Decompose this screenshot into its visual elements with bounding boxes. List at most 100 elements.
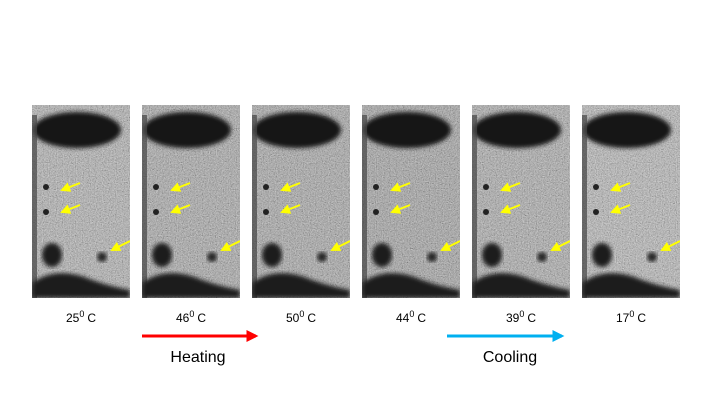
temperature-label: 460 C bbox=[176, 309, 206, 325]
image bbox=[582, 105, 680, 298]
dark-region bbox=[473, 112, 561, 148]
dark-spot bbox=[427, 252, 437, 262]
dark-spot bbox=[43, 184, 49, 190]
dark-region bbox=[253, 112, 341, 148]
image-panel: 390 C bbox=[472, 105, 570, 325]
dark-region bbox=[583, 112, 671, 148]
temperature-value: 17 bbox=[616, 311, 630, 325]
dark-blob bbox=[372, 243, 392, 267]
left-edge bbox=[32, 115, 37, 298]
dark-spot bbox=[153, 209, 159, 215]
dark-blob bbox=[592, 243, 612, 267]
dark-base bbox=[32, 273, 130, 298]
degree-sup: 0 bbox=[189, 309, 194, 319]
image bbox=[472, 105, 570, 298]
left-edge bbox=[472, 115, 477, 298]
dark-spot bbox=[97, 252, 107, 262]
temperature-unit: C bbox=[307, 311, 316, 325]
image bbox=[32, 105, 130, 298]
image-panel: 250 C bbox=[32, 105, 130, 325]
temperature-label: 250 C bbox=[66, 309, 96, 325]
dark-spot bbox=[647, 252, 657, 262]
yellow-arrow bbox=[110, 240, 130, 251]
temperature-value: 50 bbox=[286, 311, 300, 325]
dark-base bbox=[142, 273, 240, 298]
temperature-unit: C bbox=[87, 311, 96, 325]
yellow-arrow bbox=[390, 182, 411, 192]
temperature-label: 440 C bbox=[396, 309, 426, 325]
dark-region bbox=[363, 112, 451, 148]
dark-base bbox=[472, 273, 570, 298]
image-panel: 500 C bbox=[252, 105, 350, 325]
yellow-arrow bbox=[440, 240, 460, 251]
temperature-unit: C bbox=[527, 311, 536, 325]
dark-spot bbox=[207, 252, 217, 262]
yellow-arrow bbox=[60, 182, 81, 192]
yellow-arrow bbox=[550, 240, 570, 251]
yellow-arrow bbox=[60, 204, 81, 214]
degree-sup: 0 bbox=[629, 309, 634, 319]
dark-spot bbox=[483, 209, 489, 215]
dark-spot bbox=[263, 184, 269, 190]
dark-spot bbox=[317, 252, 327, 262]
temperature-label: 390 C bbox=[506, 309, 536, 325]
dark-blob bbox=[42, 243, 62, 267]
dark-spot bbox=[153, 184, 159, 190]
temperature-unit: C bbox=[637, 311, 646, 325]
heating-label: Heating bbox=[170, 349, 225, 366]
dark-blob bbox=[152, 243, 172, 267]
cooling-label: Cooling bbox=[483, 349, 537, 366]
temperature-value: 44 bbox=[396, 311, 410, 325]
yellow-arrow bbox=[330, 240, 350, 251]
image bbox=[142, 105, 240, 298]
left-edge bbox=[362, 115, 367, 298]
image bbox=[252, 105, 350, 298]
dark-base bbox=[252, 273, 350, 298]
left-edge bbox=[142, 115, 147, 298]
yellow-arrow bbox=[610, 204, 631, 214]
yellow-arrow bbox=[500, 182, 521, 192]
yellow-arrow bbox=[170, 204, 191, 214]
yellow-arrow bbox=[500, 204, 521, 214]
temperature-unit: C bbox=[197, 311, 206, 325]
image bbox=[362, 105, 460, 298]
dark-base bbox=[582, 273, 680, 298]
left-edge bbox=[252, 115, 257, 298]
temperature-value: 25 bbox=[66, 311, 80, 325]
dark-spot bbox=[537, 252, 547, 262]
temperature-value: 46 bbox=[176, 311, 190, 325]
image-panel: 170 C bbox=[582, 105, 680, 325]
temperature-label: 170 C bbox=[616, 309, 646, 325]
temperature-value: 39 bbox=[506, 311, 520, 325]
image-panel: 460 C bbox=[142, 105, 240, 325]
degree-sup: 0 bbox=[299, 309, 304, 319]
temperature-unit: C bbox=[417, 311, 426, 325]
dark-spot bbox=[373, 184, 379, 190]
degree-sup: 0 bbox=[409, 309, 414, 319]
yellow-arrow bbox=[220, 240, 240, 251]
dark-spot bbox=[263, 209, 269, 215]
dark-spot bbox=[373, 209, 379, 215]
dark-spot bbox=[483, 184, 489, 190]
yellow-arrow bbox=[390, 204, 411, 214]
temperature-label: 500 C bbox=[286, 309, 316, 325]
dark-blob bbox=[482, 243, 502, 267]
dark-blob bbox=[262, 243, 282, 267]
image-panel: 440 C bbox=[362, 105, 460, 325]
dark-spot bbox=[593, 184, 599, 190]
dark-region bbox=[143, 112, 231, 148]
yellow-arrow bbox=[280, 182, 301, 192]
yellow-arrow bbox=[280, 204, 301, 214]
yellow-arrow bbox=[610, 182, 631, 192]
yellow-arrow bbox=[660, 240, 680, 251]
dark-spot bbox=[43, 209, 49, 215]
yellow-arrow bbox=[170, 182, 191, 192]
dark-base bbox=[362, 273, 460, 298]
degree-sup: 0 bbox=[79, 309, 84, 319]
dark-region bbox=[33, 112, 121, 148]
dark-spot bbox=[593, 209, 599, 215]
image-panels: 250 C 460 C 500 C 440 C 390 C 170 C bbox=[32, 105, 680, 325]
degree-sup: 0 bbox=[519, 309, 524, 319]
left-edge bbox=[582, 115, 587, 298]
